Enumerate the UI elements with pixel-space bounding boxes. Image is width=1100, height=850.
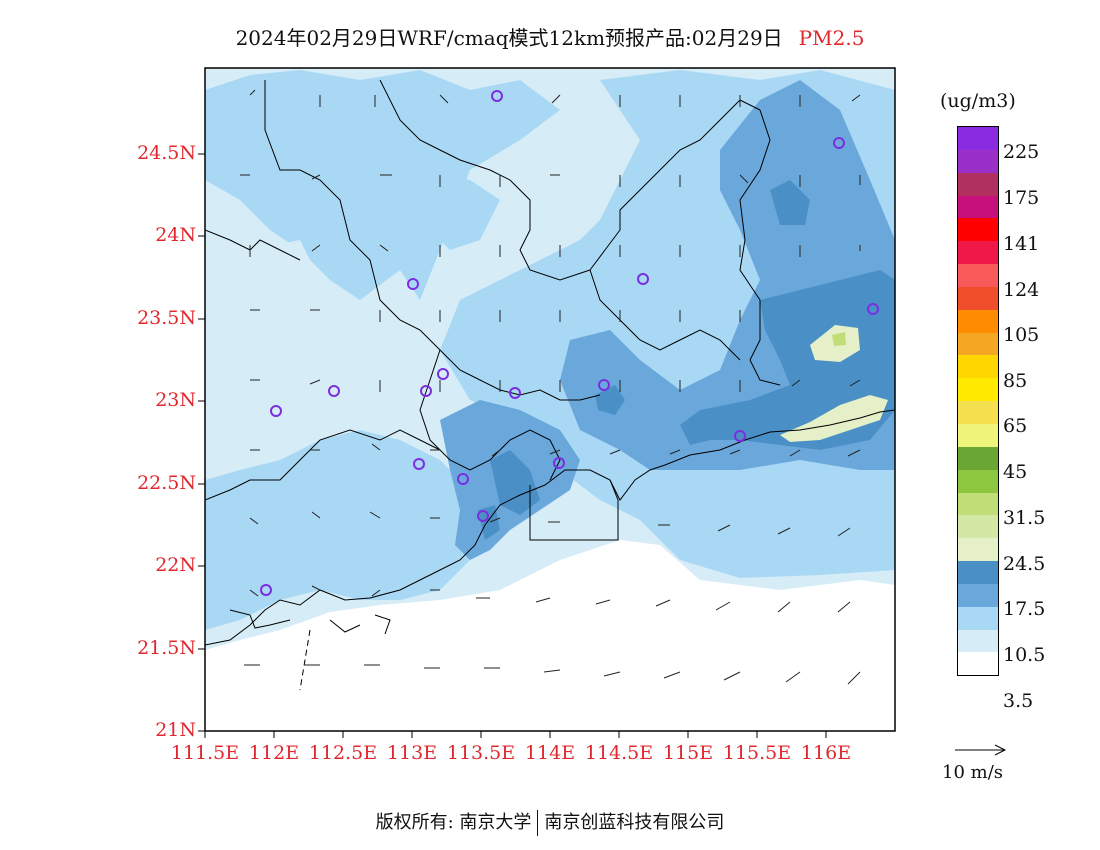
wind-reference-arrow [955,744,1007,756]
legend-swatch-6 [958,264,998,287]
legend-label-65: 65 [1003,415,1028,437]
legend-swatch-5 [958,241,998,265]
legend-swatch-4 [958,218,998,242]
map-title: 2024年02月29日WRF/cmaq模式12km预报产品:02月29日 PM2.… [0,22,1100,51]
footer-left: 版权所有: 南京大学 [375,812,532,833]
lat-label-23-5: 23.5N [137,307,196,329]
legend-swatch-7 [958,286,998,310]
lat-label-21: 21N [155,719,196,741]
legend-swatch-2 [958,172,998,196]
lon-label-114-5: 114.5E [584,742,654,764]
legend-label-175: 175 [1003,187,1040,209]
legend-swatch-0 [958,127,998,150]
legend-swatch-16 [958,492,998,516]
lon-label-112: 112E [248,742,300,764]
lon-label-113-5: 113.5E [446,742,516,764]
legend-label-10-5: 10.5 [1003,644,1046,666]
legend-label-141: 141 [1003,233,1040,255]
legend-swatch-13 [958,423,998,447]
legend-label-45: 45 [1003,461,1028,483]
lat-label-21-5: 21.5N [137,637,196,659]
lon-label-115: 115E [662,742,714,764]
lat-label-24: 24N [155,224,196,246]
lon-label-114: 114E [524,742,576,764]
legend-swatch-21 [958,606,998,630]
legend-swatch-18 [958,538,998,562]
lat-label-24-5: 24.5N [137,142,196,164]
legend-swatch-9 [958,332,998,356]
legend-unit: (ug/m3) [940,90,1016,112]
legend-label-17-5: 17.5 [1003,598,1046,620]
legend-label-124: 124 [1003,279,1040,301]
legend-swatch-17 [958,515,998,539]
lon-label-113: 113E [386,742,438,764]
legend-swatch-10 [958,355,998,379]
color-legend [957,126,999,677]
legend-label-105: 105 [1003,324,1040,346]
lon-label-116: 116E [800,742,852,764]
title-pollutant: PM2.5 [798,26,865,50]
legend-swatch-8 [958,309,998,333]
wind-vectors [240,89,861,685]
legend-swatch-1 [958,149,998,173]
boundaries [205,79,895,691]
lat-label-23: 23N [155,389,196,411]
lon-label-112-5: 112.5E [308,742,378,764]
lat-label-22-5: 22.5N [137,472,196,494]
legend-swatch-3 [958,195,998,219]
legend-swatch-23 [958,652,998,676]
legend-label-225: 225 [1003,141,1040,163]
legend-swatch-19 [958,561,998,584]
legend-label-24-5: 24.5 [1003,553,1046,575]
concentration-field [205,68,895,731]
legend-swatch-11 [958,378,998,402]
footer-separator [537,810,539,836]
title-main: 2024年02月29日WRF/cmaq模式12km预报产品:02月29日 [235,26,783,50]
legend-label-3-5: 3.5 [1003,690,1034,712]
station-markers [260,90,879,596]
legend-swatch-12 [958,401,998,424]
wind-reference-label: 10 m/s [942,762,1003,783]
legend-swatch-22 [958,629,998,653]
lon-label-111-5: 111.5E [170,742,240,764]
legend-label-31-5: 31.5 [1003,507,1046,529]
lon-label-115-5: 115.5E [722,742,792,764]
copyright-footer: 版权所有: 南京大学 南京创蓝科技有限公司 [0,808,1100,836]
axis-ticks [198,153,827,738]
legend-swatch-15 [958,469,998,493]
legend-label-85: 85 [1003,370,1028,392]
lat-label-22: 22N [155,554,196,576]
footer-right: 南京创蓝科技有限公司 [544,812,725,833]
legend-swatch-14 [958,446,998,470]
legend-swatch-20 [958,583,998,607]
